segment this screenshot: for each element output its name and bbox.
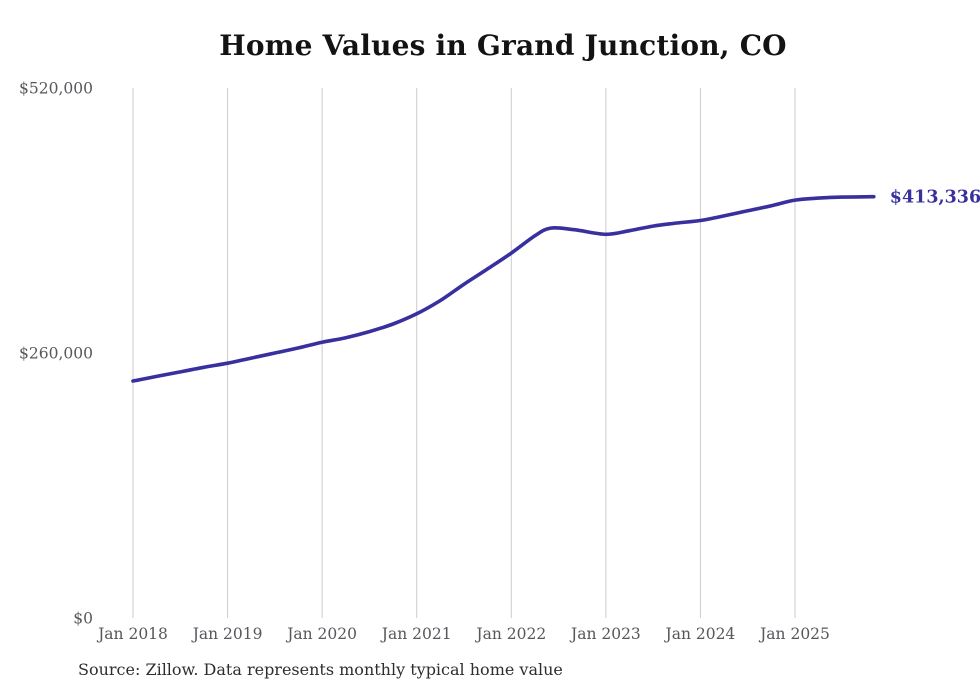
x-tick-label: Jan 2021 (380, 625, 452, 643)
x-tick-label: Jan 2023 (569, 625, 641, 643)
x-tick-label: Jan 2019 (191, 625, 263, 643)
x-tick-label: Jan 2020 (285, 625, 357, 643)
y-tick-label: $0 (73, 610, 93, 628)
x-tick-label: Jan 2025 (758, 625, 830, 643)
x-tick-label: Jan 2018 (96, 625, 168, 643)
x-tick-label: Jan 2022 (474, 625, 546, 643)
latest-value-label: $413,336 (890, 188, 980, 208)
home-value-line (131, 194, 876, 383)
x-tick-label: Jan 2024 (663, 625, 735, 643)
source-note: Source: Zillow. Data represents monthly … (78, 660, 563, 679)
y-tick-label: $260,000 (19, 345, 93, 363)
chart-title: Home Values in Grand Junction, CO (219, 29, 787, 62)
y-tick-label: $520,000 (19, 80, 93, 98)
